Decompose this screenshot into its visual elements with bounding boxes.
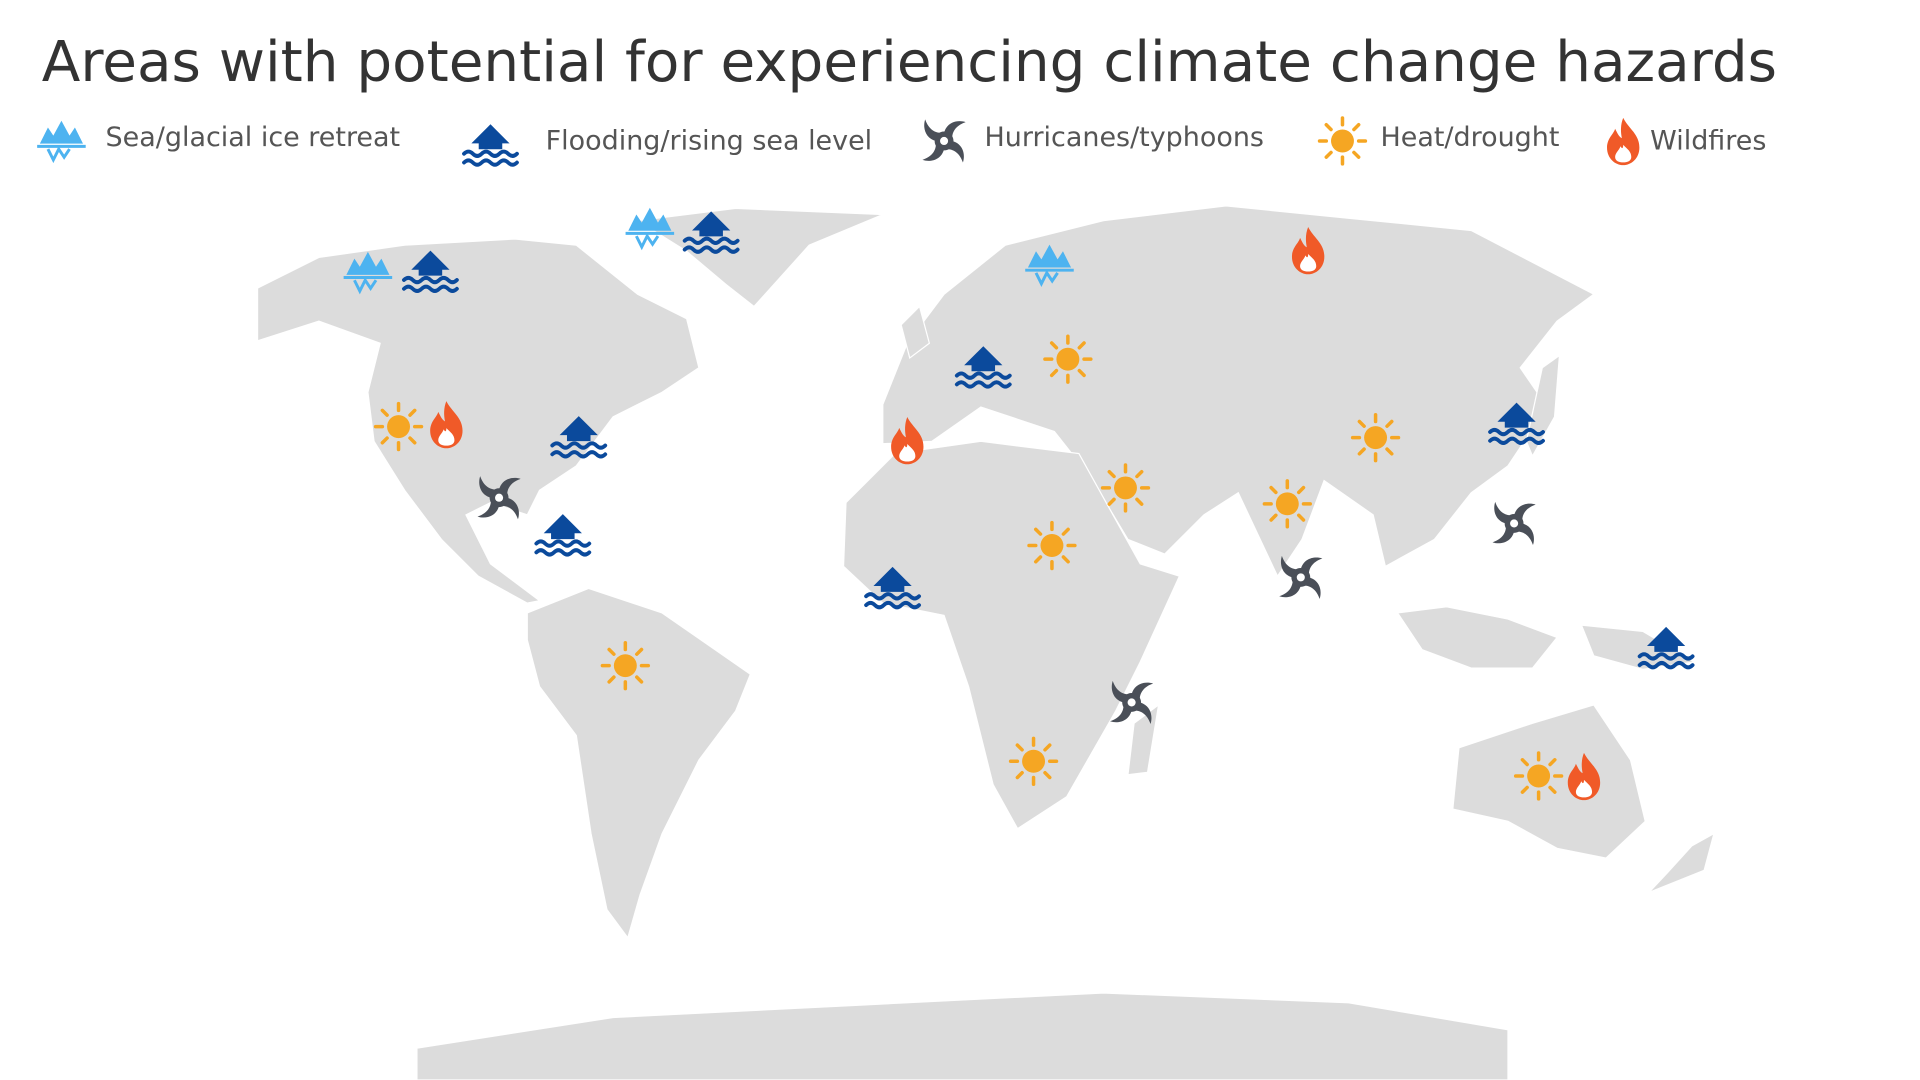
flood-marker xyxy=(536,514,589,554)
heat-marker xyxy=(1043,334,1093,384)
title: Areas with potential for experiencing cl… xyxy=(42,30,1777,95)
landmasses xyxy=(256,205,1715,1080)
southeast-asia-islands xyxy=(1396,606,1559,669)
greenland xyxy=(635,207,884,308)
antarctica xyxy=(416,992,1509,1080)
heat-marker xyxy=(600,640,651,691)
legend-label: Wildfires xyxy=(1650,126,1766,157)
legend-icon xyxy=(464,124,517,164)
legend-icon xyxy=(1607,117,1640,166)
heat-marker xyxy=(373,401,424,452)
heat-marker xyxy=(1350,412,1401,463)
uk xyxy=(900,305,931,359)
legend: Sea/glacial ice retreat Flooding/rising … xyxy=(35,116,1766,166)
heat-marker xyxy=(1008,736,1059,786)
legend-label: Sea/glacial ice retreat xyxy=(106,122,401,153)
legend-label: Flooding/rising sea level xyxy=(546,126,873,157)
heat-marker xyxy=(1513,751,1564,801)
legend-icon xyxy=(922,119,966,163)
madagascar xyxy=(1127,703,1160,776)
north-america xyxy=(256,238,700,604)
legend-label: Heat/drought xyxy=(1380,122,1559,153)
legend-icon xyxy=(1317,116,1368,166)
legend-icon xyxy=(35,119,88,162)
new-zealand xyxy=(1648,832,1715,894)
ice-marker xyxy=(624,206,676,249)
heat-marker xyxy=(1100,463,1151,513)
australia xyxy=(1452,704,1646,859)
africa xyxy=(842,440,1181,830)
hurricane-marker xyxy=(1492,501,1536,546)
south-america xyxy=(526,587,752,940)
heat-marker xyxy=(1027,520,1077,571)
legend-label: Hurricanes/typhoons xyxy=(985,122,1264,153)
heat-marker xyxy=(1262,479,1312,529)
